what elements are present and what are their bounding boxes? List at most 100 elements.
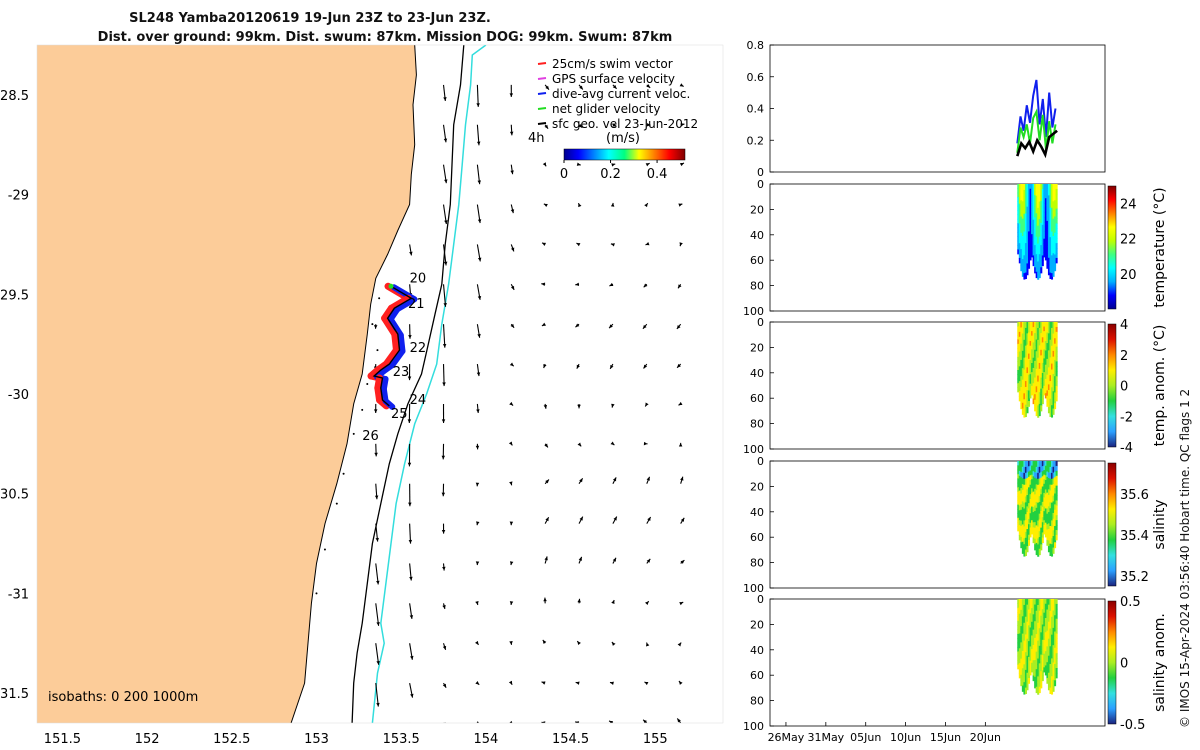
curtain-cell xyxy=(1038,501,1041,509)
curtain-cell xyxy=(1041,347,1044,354)
curtain-cell xyxy=(1046,231,1049,238)
curtain-cell xyxy=(1020,461,1023,467)
curtain-cell xyxy=(1034,250,1037,257)
curtain-cell xyxy=(1024,392,1027,400)
curtain-cell xyxy=(1024,225,1027,232)
curtain-cell xyxy=(1031,649,1034,655)
curtain-cell xyxy=(1044,665,1047,671)
curtain-cell xyxy=(1026,195,1029,202)
curtain-cell xyxy=(1040,250,1043,257)
curtain-cell xyxy=(1037,634,1040,642)
curtain-cell xyxy=(1055,351,1058,357)
curtain-cell xyxy=(1020,471,1023,478)
curtain-cell xyxy=(1017,201,1020,207)
curtain-cell xyxy=(1040,405,1043,412)
curtain-cell xyxy=(1047,361,1050,368)
curtain-cell xyxy=(1026,483,1029,490)
curtain-cell xyxy=(1021,212,1024,220)
velocity-vector-head xyxy=(609,282,614,287)
curtain-cell xyxy=(1024,339,1027,347)
curtain-cell xyxy=(1049,537,1052,545)
curtain-cell xyxy=(1041,214,1044,221)
curtain-cell xyxy=(1020,482,1023,489)
velocity-vector-head xyxy=(643,283,648,288)
curtain-cell xyxy=(1027,364,1031,370)
curtain-cell xyxy=(1049,333,1052,341)
velocity-vector-head xyxy=(476,409,480,414)
curtain-cell xyxy=(1040,333,1043,340)
curtain-cell xyxy=(1038,322,1041,329)
y-tick-label: 0 xyxy=(757,316,764,329)
curtain-cell xyxy=(1049,381,1052,388)
curtain-cell xyxy=(1047,540,1050,547)
curtain-cell xyxy=(1034,477,1037,484)
plot-title-line-1: SL248 Yamba20120619 19-Jun 23Z to 23-Jun… xyxy=(129,11,491,26)
curtain-cell xyxy=(1047,684,1050,691)
curtain-cell xyxy=(1046,497,1049,504)
curtain-cell xyxy=(1018,218,1021,224)
curtain-cell xyxy=(1034,494,1037,501)
curtain-cell xyxy=(1018,480,1021,487)
legend-label: 25cm/s swim vector xyxy=(552,57,673,71)
curtain-cell xyxy=(1051,688,1054,695)
curtain-cell xyxy=(1049,266,1052,274)
curtain-cell xyxy=(1052,530,1055,537)
curtain-cell xyxy=(1023,520,1026,527)
curtain-cell xyxy=(1018,653,1021,659)
curtain-cell xyxy=(1041,639,1044,646)
curtain-cell xyxy=(1037,640,1040,648)
curtain-cell xyxy=(1027,667,1031,674)
curtain-cell xyxy=(1027,672,1031,679)
curtain-cell xyxy=(1040,338,1043,345)
curtain-cell xyxy=(1046,348,1049,355)
curtain-cell xyxy=(1043,326,1046,332)
curtain-cell xyxy=(1040,377,1043,384)
curtain-cell xyxy=(1023,628,1026,636)
curtain-cell xyxy=(1035,531,1038,538)
curtain-cell xyxy=(1046,358,1049,365)
curtain-cell xyxy=(1035,380,1038,387)
curtain-cell xyxy=(1029,670,1032,676)
curtain-cell xyxy=(1046,343,1049,349)
y-tick-label: 40 xyxy=(750,506,764,519)
curtain-cell xyxy=(1054,658,1057,665)
curtain-cell xyxy=(1023,478,1026,486)
curtain-cell xyxy=(1038,548,1041,556)
series-net xyxy=(1016,108,1057,154)
curtain-cell xyxy=(1034,533,1037,540)
curtain-cell xyxy=(1041,322,1044,328)
colorbar-tick-label: 0 xyxy=(1120,657,1128,672)
curtain-cell xyxy=(1037,502,1040,510)
curtain-cell xyxy=(1044,461,1047,467)
curtain-cell xyxy=(1034,632,1037,639)
curtain-cell xyxy=(1040,516,1043,523)
curtain-cell xyxy=(1049,549,1052,557)
curtain-cell xyxy=(1024,599,1027,606)
day-label: 25 xyxy=(391,407,408,422)
curtain-cell xyxy=(1020,604,1023,611)
curtain-cell xyxy=(1020,216,1023,223)
curtain-cell xyxy=(1037,333,1040,341)
curtain-cell xyxy=(1043,630,1046,636)
curtain-cell xyxy=(1029,250,1032,256)
curtain-cell xyxy=(1040,461,1043,468)
curtain-cell xyxy=(1040,494,1043,501)
curtain-cell xyxy=(1023,526,1026,533)
velocity-vector-head xyxy=(376,742,379,746)
curtain-cell xyxy=(1031,479,1034,485)
curtain-cell xyxy=(1031,340,1034,346)
curtain-cell xyxy=(1032,604,1035,610)
curtain-cell xyxy=(1038,531,1041,538)
curtain-cell xyxy=(1023,508,1026,515)
curtain-cell xyxy=(1052,604,1055,612)
curtain-cell xyxy=(1054,493,1057,500)
curtain-cell xyxy=(1034,621,1037,628)
curtain-cell xyxy=(1020,359,1023,366)
curtain-cell xyxy=(1055,371,1058,377)
curtain-cell xyxy=(1040,676,1043,683)
curtain-cell xyxy=(1037,219,1040,227)
curtain-cell xyxy=(1023,231,1026,238)
curtain-cell xyxy=(1023,634,1026,642)
curtain-cell xyxy=(1024,322,1027,329)
curtain-cell xyxy=(1055,653,1058,659)
